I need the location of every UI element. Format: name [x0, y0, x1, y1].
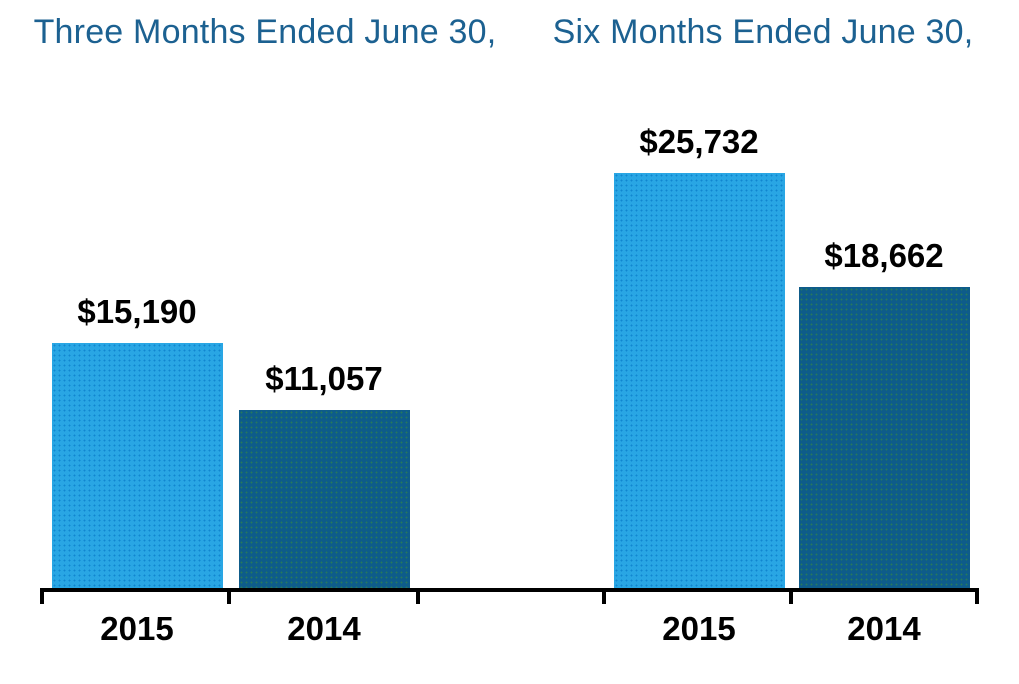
x-axis-label-three-months-2015: 2015 — [100, 610, 174, 647]
x-axis-label-six-months-2014: 2014 — [847, 610, 921, 647]
bar-six-months-2014 — [798, 287, 970, 589]
left-group-title: Three Months Ended June 30, — [33, 13, 497, 51]
bar-three-months-2015 — [51, 343, 223, 589]
value-label-three-months-2015: $15,190 — [77, 293, 197, 330]
value-label-six-months-2014: $18,662 — [824, 237, 944, 274]
x-axis-label-six-months-2015: 2015 — [662, 610, 736, 647]
bar-three-months-2014 — [238, 410, 410, 589]
x-axis-tick-1 — [227, 588, 231, 604]
x-axis-tick-5 — [975, 588, 979, 604]
bar-six-months-2015 — [613, 173, 785, 589]
x-axis-tick-2 — [416, 588, 420, 604]
x-axis-tick-3 — [602, 588, 606, 604]
right-group-title: Six Months Ended June 30, — [552, 13, 974, 51]
x-axis-line — [40, 588, 979, 592]
value-label-six-months-2015: $25,732 — [639, 123, 759, 160]
x-axis-label-three-months-2014: 2014 — [287, 610, 361, 647]
value-label-three-months-2014: $11,057 — [265, 360, 383, 397]
x-axis-tick-4 — [789, 588, 793, 604]
x-axis-tick-0 — [40, 588, 44, 604]
